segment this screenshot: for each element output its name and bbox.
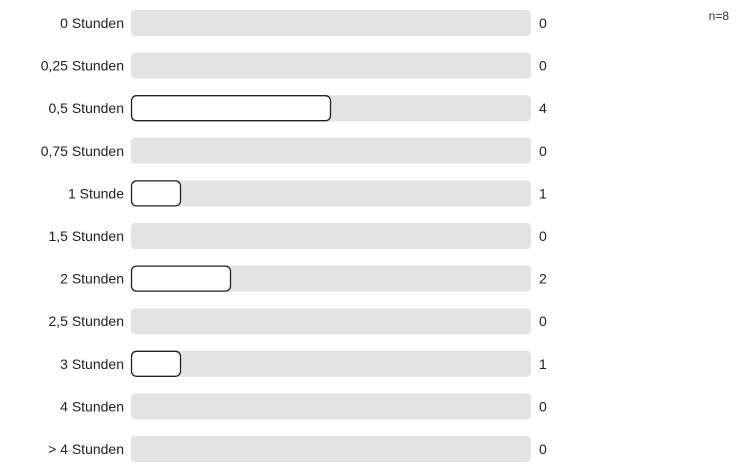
category-label: 1,5 Stunden [48, 228, 124, 244]
bar-track [131, 10, 531, 36]
bar-row: 0,75 Stunden 0 [41, 137, 547, 164]
bar-row: 2 Stunden 2 [60, 265, 547, 292]
sample-size-label: n=8 [708, 9, 729, 23]
value-label: 0 [539, 313, 547, 329]
value-label: 0 [539, 58, 547, 74]
bar-track [131, 308, 531, 335]
category-label: 0,25 Stunden [41, 58, 124, 74]
category-label: 0 Stunden [60, 15, 124, 31]
category-label: 3 Stunden [60, 356, 124, 372]
bar-track [131, 52, 531, 79]
value-label: 1 [539, 185, 547, 201]
bar [130, 265, 232, 292]
bar-row: 0,5 Stunden 4 [48, 95, 547, 122]
category-label: 0,5 Stunden [48, 100, 124, 116]
bar [130, 180, 182, 207]
bar-track [131, 137, 531, 164]
bar-row: 0,25 Stunden 0 [41, 52, 547, 79]
bar-row: 3 Stunden 1 [60, 350, 547, 377]
value-label: 2 [539, 271, 547, 287]
category-label: > 4 Stunden [48, 441, 124, 457]
value-label: 0 [539, 15, 547, 31]
bar-track [131, 393, 531, 420]
value-label: 0 [539, 441, 547, 457]
category-label: 0,75 Stunden [41, 143, 124, 159]
bar-row: 1 Stunde 1 [68, 180, 547, 207]
bar-row: 2,5 Stunden 0 [48, 308, 547, 335]
bar [130, 95, 332, 122]
category-label: 4 Stunden [60, 398, 124, 414]
value-label: 0 [539, 143, 547, 159]
bar-row: > 4 Stunden 0 [48, 436, 547, 462]
category-label: 2,5 Stunden [48, 313, 124, 329]
bar [130, 350, 182, 377]
bar-track [131, 223, 531, 249]
value-label: 1 [539, 356, 547, 372]
bar-row: 0 Stunden 0 [60, 10, 547, 36]
value-label: 0 [539, 228, 547, 244]
category-label: 1 Stunde [68, 185, 124, 201]
value-label: 0 [539, 398, 547, 414]
bar-row: 1,5 Stunden 0 [48, 223, 547, 249]
bar-track [131, 350, 531, 377]
bar-track [131, 180, 531, 207]
value-label: 4 [539, 100, 547, 116]
bar-row: 4 Stunden 0 [60, 393, 547, 420]
category-label: 2 Stunden [60, 271, 124, 287]
bar-track [131, 436, 531, 462]
